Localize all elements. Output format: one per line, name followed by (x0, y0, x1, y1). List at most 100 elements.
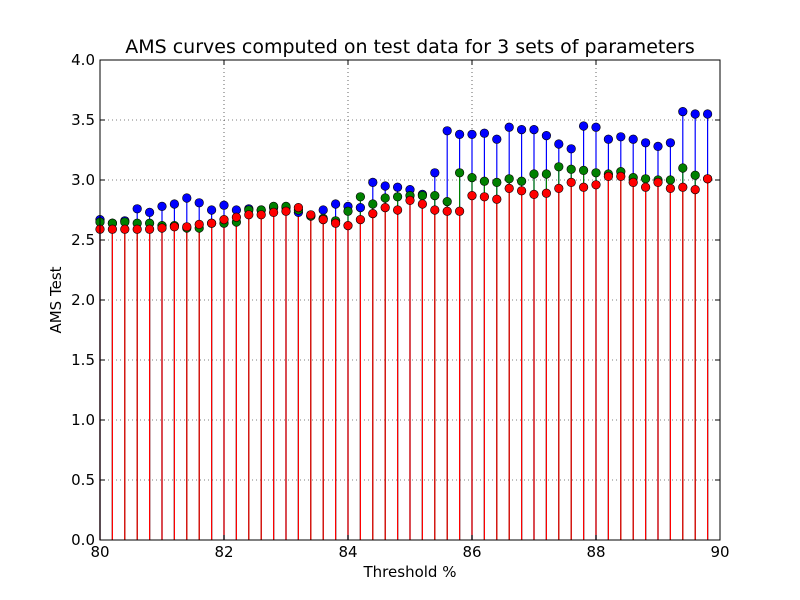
stem-marker-series-3 (442, 206, 452, 216)
stem-marker-series-3 (132, 224, 142, 234)
x-tick-label: 88 (586, 543, 605, 561)
stem-marker-series-3 (269, 207, 279, 217)
stem-marker-series-2 (492, 177, 502, 187)
stem-marker-series-2 (430, 191, 440, 201)
stem-marker-series-1 (603, 134, 614, 144)
stem-marker-series-2 (690, 170, 700, 180)
x-tick-labels: 80 82 84 86 88 90 (90, 543, 729, 561)
stem-marker-series-1 (665, 138, 676, 148)
stem-markers (95, 106, 713, 234)
stem-marker-series-2 (578, 165, 589, 175)
stem-marker-series-3 (516, 186, 527, 196)
stem-marker-series-2 (442, 197, 452, 207)
stem-lines (99, 111, 709, 540)
stem-marker-series-2 (417, 191, 428, 201)
stem-marker-series-3 (393, 205, 403, 215)
stem-marker-series-3 (405, 195, 415, 205)
stem-marker-series-3 (690, 185, 700, 195)
stem-marker-series-3 (417, 199, 428, 209)
stem-marker-series-1 (516, 125, 527, 135)
stem-marker-series-3 (541, 188, 552, 198)
stem-marker-series-2 (591, 168, 601, 178)
stem-marker-series-1 (393, 182, 403, 192)
stem-marker-series-2 (640, 174, 651, 184)
stem-marker-series-3 (194, 219, 204, 229)
stem-marker-series-2 (455, 168, 465, 178)
stem-marker-series-3 (355, 215, 366, 225)
stem-marker-series-3 (578, 182, 589, 192)
stem-marker-series-3 (207, 218, 217, 228)
stem-marker-series-1 (616, 132, 626, 142)
stem-marker-series-3 (430, 205, 440, 215)
stem-marker-series-1 (554, 139, 564, 149)
stem-marker-series-1 (157, 201, 167, 211)
stem-marker-series-2 (479, 176, 490, 186)
stem-marker-series-1 (331, 199, 341, 209)
stem-marker-series-2 (665, 175, 676, 185)
stem-marker-series-2 (554, 162, 564, 172)
stem-marker-series-3 (169, 222, 179, 232)
y-tick-labels: 0.0 0.5 1.0 1.5 2.0 2.5 3.0 3.5 4.0 (71, 51, 95, 549)
stem-marker-series-2 (504, 174, 514, 184)
x-tick-label: 86 (462, 543, 481, 561)
stem-marker-series-1 (529, 125, 539, 135)
stem-marker-series-1 (132, 204, 142, 214)
stem-marker-series-3 (455, 206, 465, 216)
stem-marker-series-3 (467, 191, 477, 201)
stem-marker-series-1 (504, 122, 514, 132)
stem-marker-series-3 (318, 215, 328, 225)
stem-marker-series-3 (107, 224, 117, 234)
stem-marker-series-2 (678, 163, 688, 173)
stem-marker-series-1 (380, 181, 390, 191)
stem-marker-series-1 (194, 198, 204, 208)
chart-title: AMS curves computed on test data for 3 s… (125, 36, 694, 58)
stem-marker-series-1 (690, 109, 700, 119)
y-tick-label: 4.0 (71, 51, 95, 69)
y-tick-label: 1.5 (71, 351, 95, 369)
stem-marker-series-3 (566, 177, 576, 187)
stem-marker-series-3 (331, 218, 341, 228)
stem-marker-series-3 (244, 210, 254, 220)
stem-marker-series-1 (702, 109, 713, 119)
stem-marker-series-1 (430, 168, 440, 178)
tick-marks (99, 59, 721, 541)
stem-marker-series-3 (293, 203, 304, 213)
stem-marker-series-1 (541, 131, 552, 141)
stem-marker-series-3 (479, 192, 490, 202)
stem-marker-series-1 (169, 199, 179, 209)
y-tick-label: 2.5 (71, 231, 95, 249)
stem-marker-series-3 (504, 183, 514, 193)
stem-marker-series-1 (628, 134, 638, 144)
stem-marker-series-1 (566, 144, 576, 154)
stem-marker-series-3 (306, 210, 316, 220)
stem-marker-series-3 (368, 209, 378, 219)
stem-marker-series-1 (591, 122, 601, 132)
stem-marker-series-2 (368, 199, 378, 209)
stem-marker-series-1 (182, 193, 192, 203)
stem-marker-series-3 (529, 189, 539, 199)
stem-marker-series-3 (256, 210, 266, 220)
stem-marker-series-3 (591, 180, 601, 190)
stem-marker-series-1 (467, 129, 477, 139)
stem-marker-series-2 (380, 193, 390, 203)
stem-marker-series-1 (318, 205, 328, 215)
stem-marker-series-3 (665, 183, 676, 193)
stem-marker-series-3 (380, 203, 390, 213)
stem-marker-series-1 (678, 106, 688, 117)
y-tick-label: 0.5 (71, 471, 95, 489)
x-tick-label: 84 (338, 543, 357, 561)
stem-marker-series-1 (578, 121, 589, 131)
stem-marker-series-1 (219, 200, 229, 210)
stem-marker-series-1 (492, 134, 502, 144)
stem-marker-series-3 (492, 194, 502, 204)
y-tick-label: 2.0 (71, 291, 95, 309)
stem-marker-series-2 (467, 173, 477, 183)
stem-marker-series-1 (640, 138, 651, 148)
stem-marker-series-3 (554, 183, 564, 193)
x-tick-label: 80 (90, 543, 109, 561)
stem-marker-series-3 (702, 174, 713, 184)
x-tick-label: 82 (214, 543, 233, 561)
stem-marker-series-3 (219, 215, 229, 225)
stem-marker-series-1 (355, 203, 366, 213)
stem-marker-series-3 (281, 206, 291, 216)
